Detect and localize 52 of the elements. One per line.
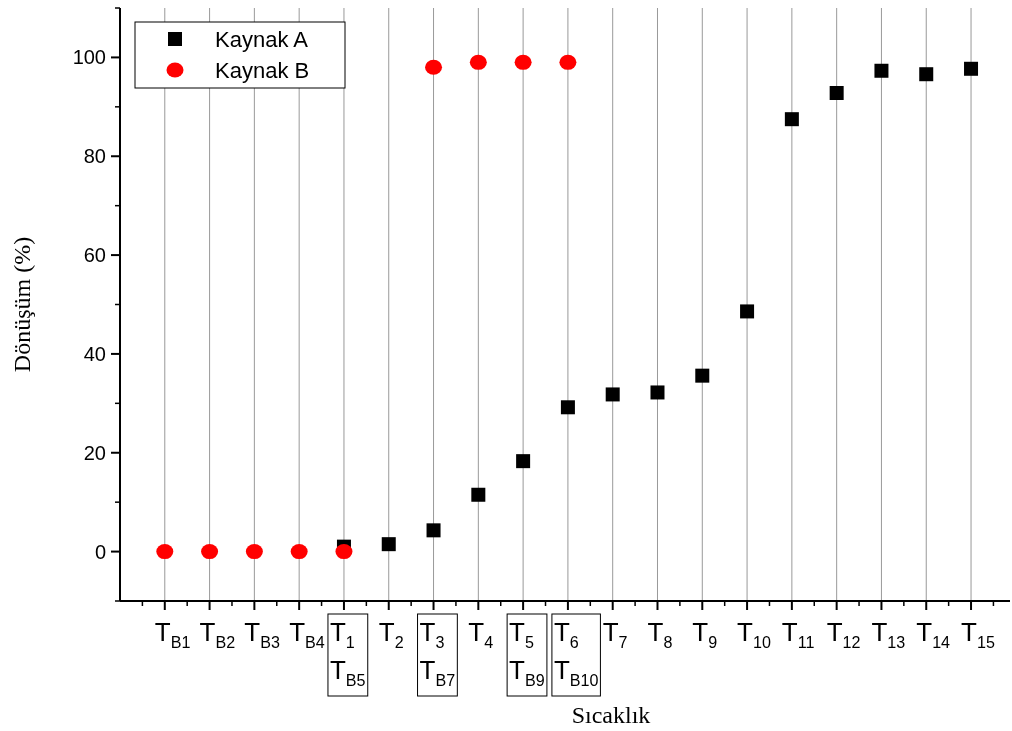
x-tick-label: T$_{4}$	[468, 617, 494, 652]
y-axis-title: Dönüşüm (%)	[9, 236, 35, 373]
y-tick-label: 80	[83, 145, 106, 168]
point	[516, 454, 531, 469]
point	[335, 544, 353, 560]
x-tick-label: T$_{13}$	[871, 617, 906, 652]
point	[829, 86, 844, 100]
point	[469, 54, 487, 70]
x-tick-label: T$_{7}$	[602, 617, 628, 652]
x-tick-label: T$_{10}$	[737, 617, 771, 652]
point	[964, 61, 979, 76]
point	[426, 523, 441, 538]
point	[156, 544, 174, 560]
y-tick-label: 20	[83, 441, 106, 464]
legend-label: Kaynak B	[215, 58, 310, 83]
x-tick-label: T$_{11}$	[781, 617, 815, 652]
x-tick-label: T$_{15}$	[961, 617, 995, 652]
x-tick-label: T$_{14}$	[916, 617, 951, 652]
x-tick-label: T$_{6}$ T$_{B10}$	[553, 617, 599, 690]
y-tick-label: 100	[72, 46, 106, 69]
point	[514, 54, 532, 70]
point	[919, 67, 934, 82]
point	[560, 400, 575, 415]
point	[559, 54, 577, 70]
x-tick-label: T$_{12}$	[826, 617, 861, 652]
x-tick-label: T$_{3}$ T$_{B7}$	[419, 617, 456, 690]
x-tick-label: T$_{8}$	[647, 617, 673, 652]
point	[695, 368, 710, 383]
x-axis-title: Sıcaklık	[571, 702, 651, 728]
x-tick-label: T$_{B3}$	[244, 617, 281, 652]
y-tick-label: 0	[94, 540, 106, 563]
point	[245, 544, 263, 560]
x-tick-label: T$_{1}$ T$_{B5}$	[329, 617, 366, 690]
x-tick-label: T$_{B4}$	[289, 617, 325, 652]
point	[650, 385, 665, 400]
y-tick-label: 40	[83, 342, 106, 365]
x-tick-label: T$_{9}$	[692, 617, 718, 652]
point	[605, 387, 620, 402]
y-tick-label: 60	[83, 244, 106, 267]
point	[740, 304, 755, 319]
point	[784, 112, 799, 127]
x-tick-label: T$_{B2}$	[199, 617, 236, 652]
legend-label: Kaynak A	[215, 27, 309, 52]
point	[471, 487, 486, 502]
x-tick-label: T$_{5}$ T$_{B9}$	[509, 617, 545, 690]
point	[201, 544, 219, 560]
point	[381, 537, 396, 552]
x-tick-label: T$_{2}$	[378, 617, 404, 652]
x-tick-label: T$_{B1}$	[154, 617, 191, 652]
point	[874, 63, 889, 78]
point	[425, 59, 443, 75]
point	[290, 544, 308, 560]
